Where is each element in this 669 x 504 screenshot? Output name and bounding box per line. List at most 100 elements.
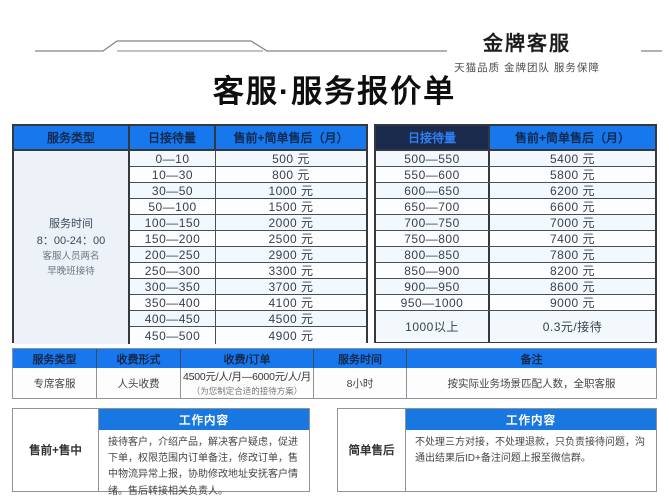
dedicated-header-row: 服务类型 收费形式 收费/订单 服务时间 备注: [13, 349, 656, 368]
pricing-row: 800—850 7800 元: [376, 247, 655, 263]
volume-cell: 900—950: [376, 279, 490, 294]
dedicated-service-table: 服务类型 收费形式 收费/订单 服务时间 备注 专席客服 人头收费 4500元/…: [12, 348, 657, 399]
brand-block: 金牌客服 天猫品质 金牌团队 服务保障: [437, 27, 617, 75]
volume-cell: 0—10: [130, 151, 216, 166]
pricing-row: 500—550 5400 元: [376, 151, 655, 167]
work-content-header: 工作内容: [99, 409, 309, 430]
pricing-row: 750—800 7400 元: [376, 231, 655, 247]
charge-per-order-cell: 4500元/人/月—6000元/人/月 （为您制定合适的接待方案）: [181, 368, 314, 398]
price-cell: 3300 元: [268, 264, 314, 278]
volume-cell: 700—750: [376, 215, 490, 230]
service-time-header: 服务时间: [314, 349, 407, 368]
volume-cell: 950—1000: [376, 295, 490, 310]
volume-cell: 30—50: [130, 183, 216, 198]
pricing-row: 400—450 4500 元: [130, 311, 366, 327]
volume-cell: 50—100: [130, 199, 216, 214]
service-type-cell: 专席客服: [13, 368, 97, 398]
price-cell: 9000 元: [549, 296, 596, 310]
price-cell: 3700 元: [268, 280, 314, 294]
volume-cell: 600—650: [376, 183, 490, 198]
pricing-row: 30—50 1000 元: [130, 183, 366, 199]
brand-title: 金牌客服: [483, 33, 571, 55]
pricing-row: 600—650 6200 元: [376, 183, 655, 199]
work-content-text: 接待客户，介绍产品，解决客户疑虑，促进下单，权限范围内订单备注，修改订单，售中物…: [108, 437, 298, 497]
volume-cell: 1000以上: [376, 311, 490, 342]
volume-cell: 800—850: [376, 247, 490, 262]
price-cell: 8200 元: [549, 264, 596, 278]
remark-cell: 按实际业务场景匹配人数，全职客服: [447, 377, 616, 390]
charge-note: （为您制定合适的接待方案）: [191, 386, 303, 396]
price-cell: 1000 元: [268, 184, 314, 198]
pricing-table-left: 服务类型 日接待量 售前+简单售后（月） 服务时间 8：00-24：00 客服人…: [12, 124, 368, 344]
pricing-row: 450—500 4900 元: [130, 327, 366, 344]
pricing-right-header-row: 日接待量 售前+简单售后（月）: [376, 126, 655, 149]
brand-subtitle: 天猫品质 金牌团队 服务保障: [454, 62, 600, 74]
price-cell: 6200 元: [549, 184, 596, 198]
charge-form-header: 收费形式: [97, 349, 181, 368]
pricing-row: 900—950 8600 元: [376, 279, 655, 295]
page-title: 客服·服务报价单: [212, 74, 457, 109]
pricing-row: 650—700 6600 元: [376, 199, 655, 215]
service-time-cell: 8小时: [314, 368, 407, 398]
charge-form-cell: 人头收费: [97, 368, 181, 398]
pricing-row: 100—150 2000 元: [130, 215, 366, 231]
service-info-line: 早晚班接待: [47, 265, 95, 277]
price-cell: 4900 元: [268, 329, 314, 343]
service-type-header: 服务类型: [14, 126, 130, 149]
pricing-left-header-row: 服务类型 日接待量 售前+简单售后（月）: [14, 126, 366, 149]
volume-cell: 500—550: [376, 151, 490, 166]
price-cell: 5800 元: [549, 168, 596, 182]
volume-cell: 10—30: [130, 167, 216, 182]
volume-cell: 250—300: [130, 263, 216, 278]
service-info-line: 客服人员两名: [42, 251, 100, 263]
pricing-row: 250—300 3300 元: [130, 263, 366, 279]
price-cell: 6600 元: [549, 200, 596, 214]
price-header: 售前+简单售后（月）: [490, 126, 655, 149]
price-cell: 8600 元: [549, 280, 596, 294]
volume-cell: 150—200: [130, 231, 216, 246]
pricing-table-right: 日接待量 售前+简单售后（月） 500—550 5400 元 550—600 5800…: [374, 124, 657, 343]
volume-cell: 300—350: [130, 279, 216, 294]
work-block-label: 简单售后: [338, 409, 406, 491]
price-cell: 500 元: [272, 152, 310, 166]
price-cell: 5400 元: [549, 152, 596, 166]
price-cell: 7800 元: [549, 248, 596, 262]
pricing-left-rows: 0—10 500 元 10—30 800 元 30—50 1000 元 50—100 1500…: [130, 151, 366, 344]
daily-volume-header: 日接待量: [130, 126, 216, 149]
price-cell: 1500 元: [268, 200, 314, 214]
work-content-header: 工作内容: [406, 409, 656, 430]
pricing-row: 200—250 2900 元: [130, 247, 366, 263]
price-cell: 4500 元: [268, 312, 314, 326]
price-cell: 7400 元: [549, 232, 596, 246]
price-cell: 7000 元: [549, 216, 596, 230]
pricing-row: 850—900 8200 元: [376, 263, 655, 279]
work-block-aftersale: 简单售后 工作内容 不处理三方对接，不处理退款，只负责接待问题，沟通出结果后ID…: [337, 408, 657, 492]
dedicated-data-row: 专席客服 人头收费 4500元/人/月—6000元/人/月 （为您制定合适的接待…: [13, 368, 656, 398]
pricing-row: 700—750 7000 元: [376, 215, 655, 231]
volume-cell: 450—500: [130, 327, 216, 344]
pricing-row: 300—350 3700 元: [130, 279, 366, 295]
volume-cell: 200—250: [130, 247, 216, 262]
price-cell: 2000 元: [268, 216, 314, 230]
pricing-row: 0—10 500 元: [130, 151, 366, 167]
work-content-text: 不处理三方对接，不处理退款，只负责接待问题，沟通出结果后ID+备注问题上报至微信…: [415, 437, 645, 465]
volume-cell: 650—700: [376, 199, 490, 214]
price-header: 售前+简单售后（月）: [216, 126, 366, 149]
charge-amount: 4500元/人/月—6000元/人/月: [182, 371, 312, 383]
volume-cell: 350—400: [130, 295, 216, 310]
work-block-label: 售前+售中: [13, 409, 99, 491]
service-type-header: 服务类型: [13, 349, 97, 368]
pricing-row: 1000以上 0.3元/接待: [376, 311, 655, 342]
pricing-row: 50—100 1500 元: [130, 199, 366, 215]
volume-cell: 850—900: [376, 263, 490, 278]
volume-cell: 750—800: [376, 231, 490, 246]
volume-cell: 100—150: [130, 215, 216, 230]
price-cell: 2900 元: [268, 248, 314, 262]
pricing-row: 350—400 4100 元: [130, 295, 366, 311]
price-cell: 4100 元: [268, 296, 314, 310]
charge-per-order-header: 收费/订单: [181, 349, 314, 368]
service-info-line: 服务时间: [49, 218, 93, 231]
pricing-row: 550—600 5800 元: [376, 167, 655, 183]
service-info-line: 8：00-24：00: [36, 235, 106, 248]
